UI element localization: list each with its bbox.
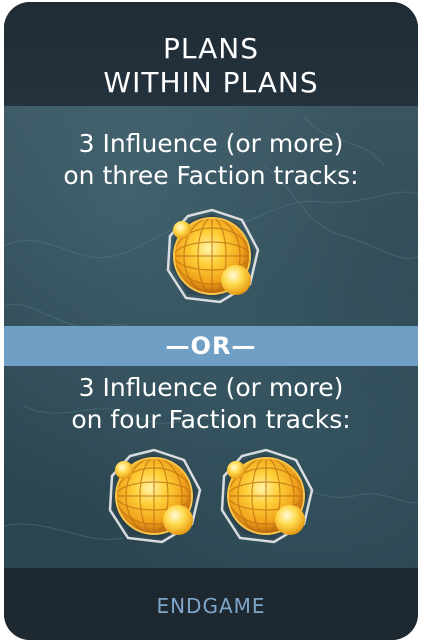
card-title-line-1: PLANS: [163, 32, 259, 65]
requirement-four-tracks: 3 Influence (or more) on four Faction tr…: [4, 372, 418, 436]
requirement-1-line-1: 3 Influence (or more): [78, 129, 344, 158]
requirement-1-line-2: on three Faction tracks:: [63, 161, 359, 190]
card-title-band: PLANS WITHIN PLANS: [4, 2, 418, 106]
card-title-line-2: WITHIN PLANS: [103, 66, 319, 99]
card-footer: ENDGAME: [4, 568, 418, 640]
objective-card: PLANS WITHIN PLANS 3 Influence (or more)…: [4, 2, 418, 640]
card-body: 3 Influence (or more) on three Faction t…: [4, 106, 418, 568]
influence-orb-icon: [104, 446, 204, 546]
influence-orb-icon: [216, 446, 316, 546]
or-separator: —OR—: [4, 326, 418, 366]
endgame-label: ENDGAME: [156, 594, 266, 618]
influence-orb-icon: [162, 206, 262, 306]
requirement-2-line-2: on four Faction tracks:: [71, 405, 351, 434]
requirement-three-tracks: 3 Influence (or more) on three Faction t…: [4, 128, 418, 192]
requirement-2-line-1: 3 Influence (or more): [78, 373, 344, 402]
